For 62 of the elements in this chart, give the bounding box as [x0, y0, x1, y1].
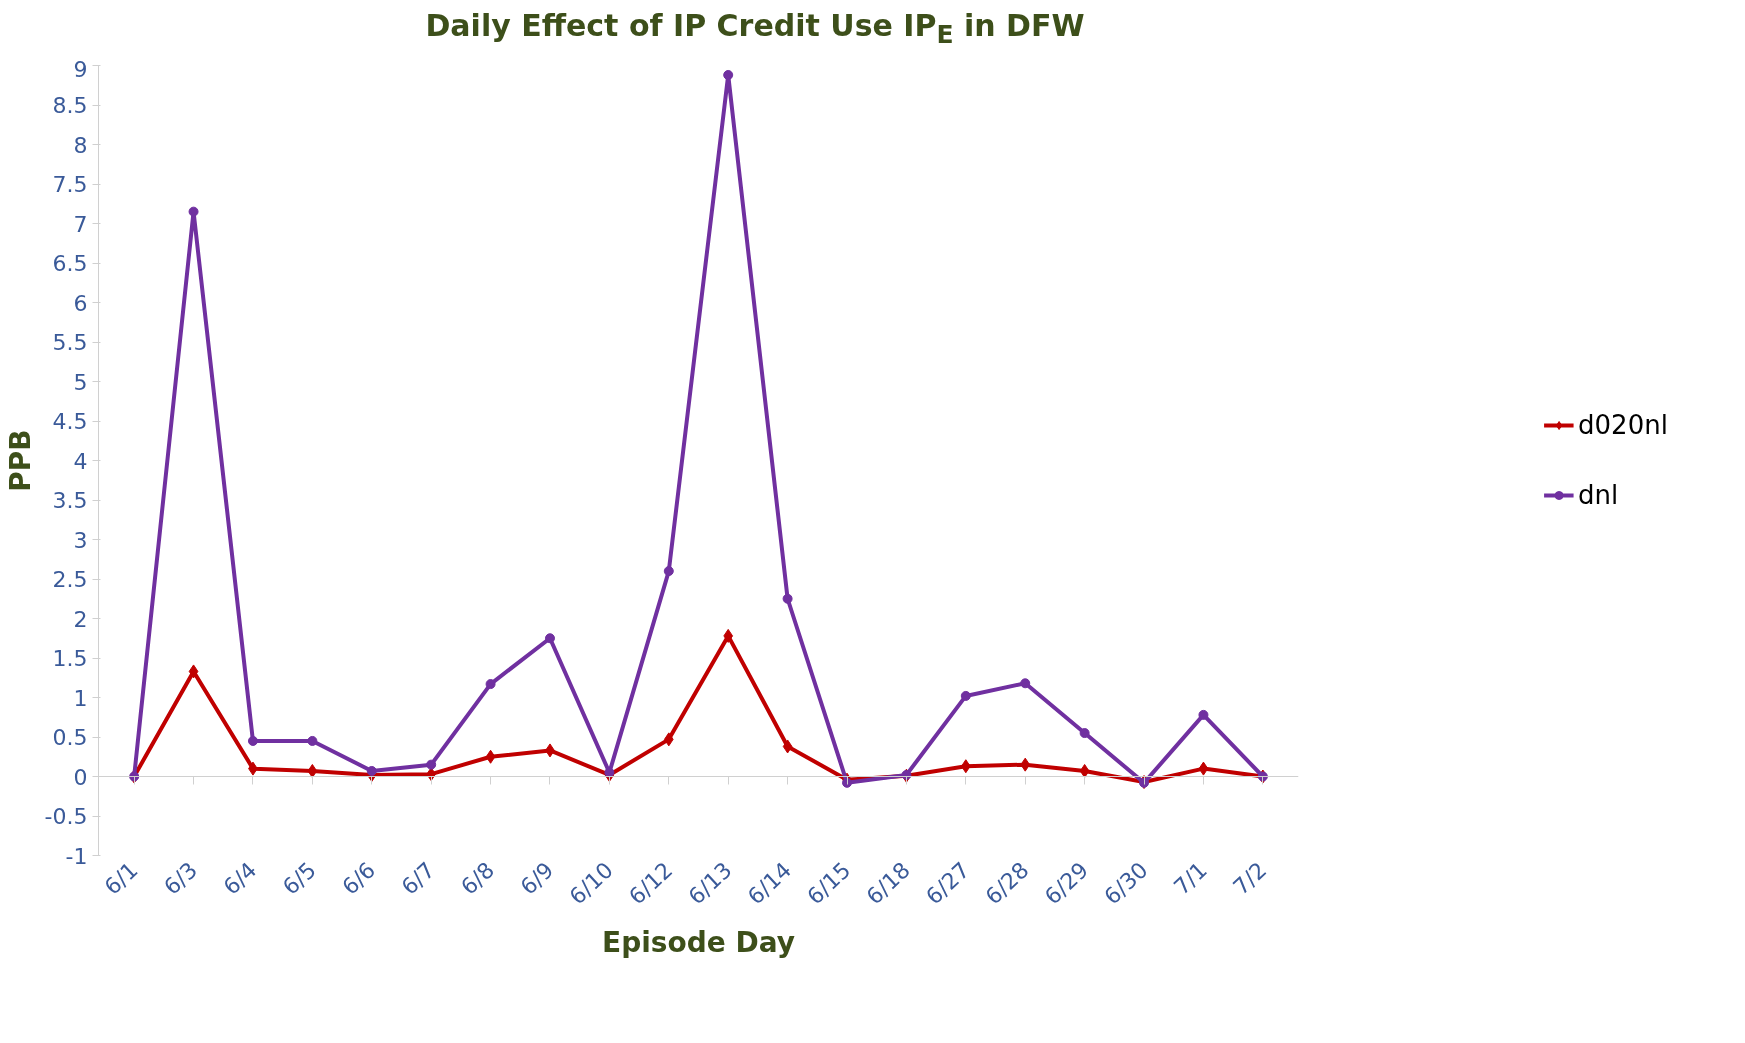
y-tick-label: 8.5 [52, 93, 88, 118]
point [188, 206, 199, 217]
point [782, 593, 793, 604]
point [426, 759, 437, 770]
y-tick-label: -1 [65, 843, 88, 869]
point [960, 759, 971, 774]
x-tick-label: 6/8 [456, 857, 500, 900]
x-axis-title: Episode Day [602, 926, 795, 960]
point [307, 735, 318, 746]
point [1079, 763, 1090, 778]
point [723, 69, 734, 80]
point [485, 749, 496, 764]
x-tick-label: 6/1 [99, 857, 143, 900]
point [485, 679, 496, 690]
y-tick-label: 8 [73, 132, 88, 158]
y-tick-label: 3.5 [52, 488, 88, 513]
point [366, 765, 377, 776]
y-tick-label: 6.5 [52, 251, 88, 276]
point [1020, 757, 1031, 772]
y-tick-label: 4 [73, 448, 88, 474]
x-tick-label: 6/9 [515, 857, 559, 900]
x-tick-label: 6/3 [159, 857, 203, 900]
point [1079, 728, 1090, 739]
y-tick-label: 1 [73, 685, 88, 711]
y-tick-label: 5.5 [52, 330, 88, 355]
point [960, 690, 971, 701]
x-tick-label: 7/1 [1169, 857, 1212, 900]
legend-label: d020nl [1578, 410, 1668, 440]
y-axis-title: PPB [3, 429, 37, 492]
y-tick-label: 1.5 [52, 646, 88, 671]
y-tick-label: 6 [73, 290, 88, 316]
point [188, 664, 199, 679]
y-tick-label: 2 [73, 606, 88, 632]
x-tick-label: 6/4 [218, 857, 262, 900]
x-tick-label: 6/5 [277, 857, 321, 900]
point [723, 628, 734, 643]
y-tick-label: 0 [73, 764, 88, 790]
legend-label: dnl [1578, 480, 1619, 510]
chart-title: Daily Effect of IP Credit Use IP$_{E}$ in DFW [424, 7, 1086, 51]
point [782, 739, 793, 754]
x-tick-label: 6/7 [396, 857, 440, 900]
y-tick-label: 9 [73, 56, 88, 82]
y-tick-label: 7.5 [52, 172, 88, 197]
y-tick-label: 3 [73, 527, 88, 553]
point [663, 566, 674, 577]
point [247, 735, 258, 746]
point [544, 633, 555, 644]
point [1198, 709, 1209, 720]
y-tick-label: 7 [73, 211, 88, 237]
point [663, 732, 674, 747]
y-tick-label: 0.5 [52, 725, 88, 750]
y-tick-label: 2.5 [52, 567, 88, 592]
x-tick-label: 6/6 [337, 857, 381, 900]
point [307, 763, 318, 778]
point [1198, 761, 1209, 776]
y-tick-label: 5 [73, 369, 88, 395]
x-tick-label: 7/2 [1228, 857, 1272, 900]
point [842, 777, 853, 788]
y-tick-label: 4.5 [52, 409, 88, 434]
y-tick-label: -0.5 [44, 804, 88, 829]
point [604, 767, 615, 778]
point [1020, 678, 1031, 689]
